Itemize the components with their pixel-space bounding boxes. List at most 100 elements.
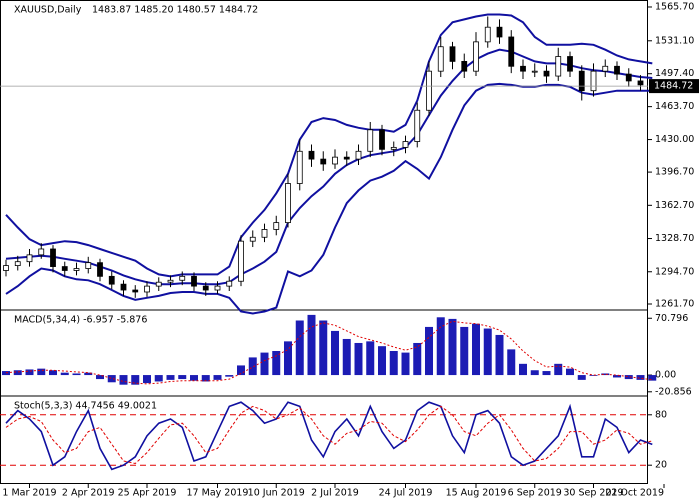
- x-tick-label: 25 Apr 2019: [118, 488, 177, 499]
- series-line: [5, 48, 653, 286]
- ohlc-header: 1483.87 1485.20 1480.57 1484.72: [92, 5, 258, 16]
- histogram-bar: [601, 373, 610, 376]
- histogram-bar: [60, 372, 69, 376]
- histogram-bar: [201, 375, 210, 382]
- candle-body: [144, 285, 150, 293]
- histogram-bar: [389, 350, 398, 376]
- candle-body: [320, 158, 327, 165]
- histogram-bar: [366, 341, 375, 376]
- y-tick-label: 1531.10: [655, 35, 694, 46]
- histogram-bar: [483, 328, 492, 376]
- x-tick-label: 24 Jul 2019: [379, 488, 433, 499]
- series-line: [5, 401, 653, 471]
- y-tick-label: 1565.70: [655, 1, 694, 12]
- histogram-bar: [260, 352, 269, 376]
- candle-body: [531, 70, 538, 73]
- histogram-bar: [107, 375, 116, 383]
- candle-body: [296, 150, 303, 184]
- y-tick-label: 1362.70: [655, 200, 694, 211]
- histogram-bar: [577, 375, 586, 380]
- candle-body: [308, 150, 315, 160]
- candle-body: [226, 280, 233, 287]
- candle-body: [249, 236, 256, 242]
- histogram-bar: [37, 368, 46, 376]
- histogram-bar: [272, 350, 281, 376]
- histogram-bar: [425, 326, 433, 376]
- candle-body: [120, 283, 127, 291]
- last-price-label: 1484.72: [654, 81, 693, 92]
- histogram-bar: [119, 375, 128, 385]
- y-tick-label: 70.796: [655, 313, 688, 324]
- y-tick-label: 1463.70: [655, 101, 694, 112]
- candle-body: [73, 268, 80, 271]
- candle-body: [578, 70, 585, 92]
- candle-body: [590, 70, 597, 92]
- candle-body: [191, 275, 197, 287]
- candle-body: [555, 56, 562, 77]
- candle-body: [85, 262, 92, 269]
- series-line: [5, 82, 653, 315]
- candle-body: [379, 129, 385, 150]
- histogram-bar: [284, 341, 292, 376]
- histogram-bar: [319, 320, 328, 376]
- panel-title: MACD(5,34,4) -6.957 -5.876: [14, 315, 147, 326]
- histogram-bar: [530, 370, 539, 376]
- candle-body: [50, 248, 56, 267]
- y-tick-label: -20.856: [655, 386, 692, 397]
- histogram-bar: [166, 375, 175, 380]
- histogram-bar: [554, 363, 563, 376]
- series-line: [5, 13, 653, 278]
- candle-body: [14, 261, 21, 266]
- candle-body: [332, 156, 338, 165]
- y-tick-label: 1497.40: [655, 68, 694, 79]
- x-tick-label: 30 Sep 2019: [563, 488, 623, 499]
- histogram-bar: [589, 375, 598, 376]
- histogram-bar: [178, 375, 187, 380]
- candle-body: [355, 150, 362, 160]
- candle-body: [179, 275, 186, 281]
- candle-body: [97, 262, 103, 277]
- histogram-bar: [213, 375, 222, 380]
- candle-body: [61, 266, 68, 271]
- plot-frame: [0, 0, 648, 484]
- histogram-bar: [401, 352, 410, 376]
- histogram-bar: [72, 373, 81, 376]
- candle-body: [437, 46, 444, 72]
- candle-body: [614, 65, 620, 75]
- histogram-bar: [354, 342, 363, 376]
- y-tick-label: 1328.70: [655, 233, 694, 244]
- panel-title: Stoch(5,3,3) 44.7456 49.0021: [14, 401, 157, 412]
- candle-body: [637, 80, 644, 86]
- candle-body: [508, 36, 515, 67]
- panel-title: XAUUSD,Daily: [14, 5, 82, 16]
- histogram-bar: [225, 375, 234, 377]
- x-tick-label: 22 Oct 2019: [605, 488, 664, 499]
- y-tick-label: 0.00: [655, 370, 676, 381]
- series-line: [5, 405, 653, 465]
- x-tick-label: 6 Sep 2019: [508, 488, 562, 499]
- histogram-bar: [307, 314, 316, 376]
- histogram-bar: [472, 323, 480, 376]
- candle-body: [238, 240, 244, 282]
- histogram-bar: [331, 330, 339, 376]
- candle-body: [625, 73, 632, 82]
- x-tick-label: 10 Jun 2019: [248, 488, 305, 499]
- histogram-bar: [237, 365, 245, 376]
- histogram-bar: [143, 375, 151, 384]
- candle-body: [496, 26, 503, 38]
- y-tick-label: 20: [655, 460, 667, 471]
- candle-body: [520, 65, 526, 72]
- x-tick-label: 2 Apr 2019: [62, 488, 115, 499]
- candle-body: [426, 70, 432, 111]
- candle-body: [214, 285, 221, 291]
- histogram-bar: [460, 326, 469, 376]
- candle-body: [602, 65, 609, 72]
- candle-body: [473, 41, 479, 72]
- candle-body: [390, 146, 397, 150]
- y-tick-label: 1294.70: [655, 266, 694, 277]
- histogram-bar: [295, 320, 304, 376]
- histogram-bar: [566, 368, 574, 376]
- candle-body: [3, 265, 9, 271]
- candle-body: [402, 141, 409, 148]
